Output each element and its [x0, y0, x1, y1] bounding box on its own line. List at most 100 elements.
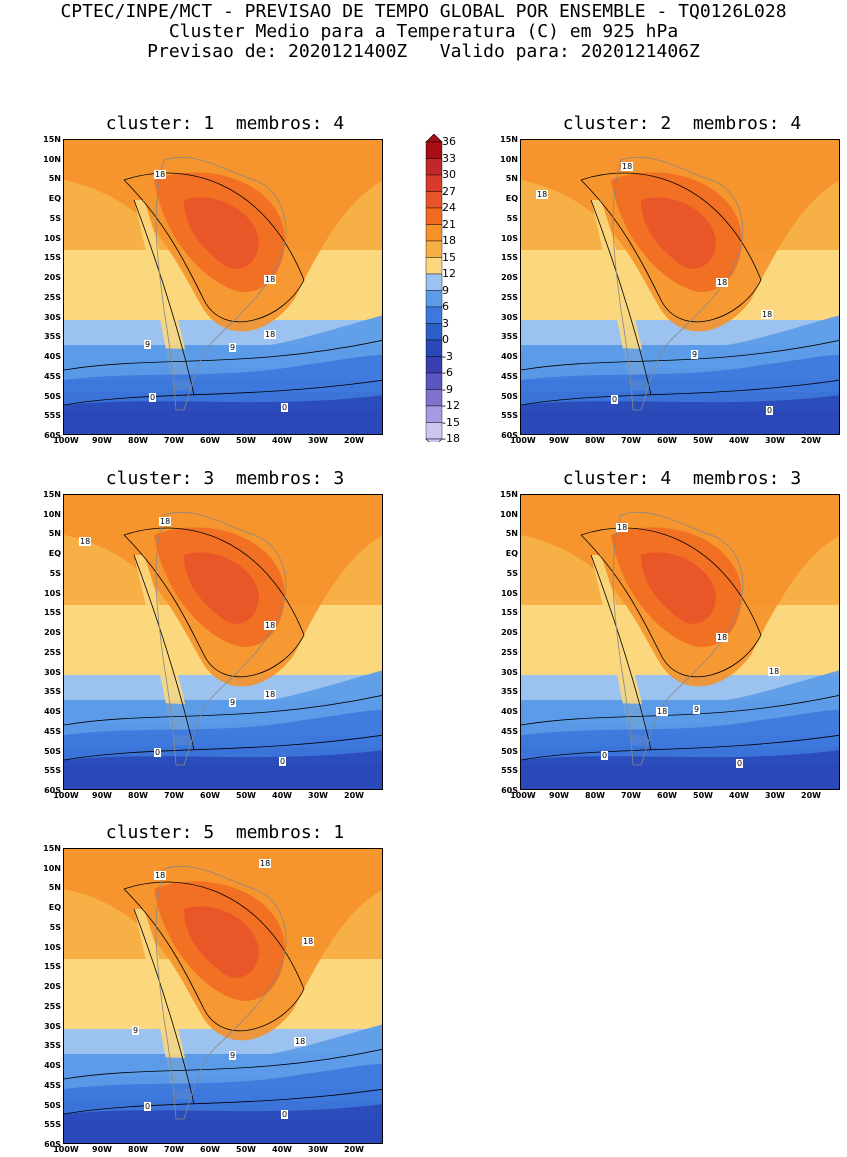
lat-tick-label: 50S — [44, 391, 61, 401]
lon-tick-label: 30W — [765, 436, 785, 445]
contour-label: 18 — [264, 275, 277, 284]
colorbar-label: 33 — [442, 151, 456, 165]
temperature-map — [64, 140, 382, 434]
contour-label: 18 — [716, 633, 729, 642]
lat-tick-label: 15S — [44, 253, 61, 263]
lon-tick-label: 60W — [200, 436, 220, 445]
lon-tick-label: 20W — [344, 436, 364, 445]
lat-tick-label: EQ — [505, 549, 518, 559]
lat-tick-label: 10S — [44, 942, 61, 952]
lat-tick-label: 10S — [501, 233, 518, 243]
lat-tick-label: 25S — [44, 1001, 61, 1011]
lon-tick-label: 100W — [510, 436, 536, 445]
colorbar-top-arrow — [425, 133, 443, 143]
lon-tick-label: 60W — [200, 791, 220, 800]
lat-tick-label: 15N — [43, 490, 61, 499]
colorbar-label: 15 — [442, 250, 456, 264]
panel-title-2: cluster: 2 membros: 4 — [562, 113, 802, 134]
lat-tick-label: 40S — [501, 707, 518, 717]
contour-label: 18 — [79, 537, 92, 546]
lat-tick-label: 60S — [501, 431, 518, 440]
lon-tick-label: 60W — [657, 436, 677, 445]
colorbar-label: 30 — [442, 168, 456, 181]
lat-tick-label: 30S — [501, 667, 518, 677]
lat-tick-label: 60S — [44, 786, 61, 795]
lat-tick-label: 5N — [48, 174, 61, 184]
lon-tick-label: 70W — [621, 791, 641, 800]
lat-tick-label: 15S — [44, 608, 61, 618]
lat-tick-label: 35S — [44, 687, 61, 697]
contour-label: 18 — [259, 859, 272, 868]
lon-tick-label: 70W — [164, 791, 184, 800]
contour-label: 9 — [229, 698, 237, 707]
contour-label: 18 — [154, 871, 167, 880]
lon-tick-label: 30W — [308, 1145, 328, 1154]
lat-tick-label: 50S — [501, 391, 518, 401]
lon-tick-label: 80W — [128, 791, 148, 800]
lon-tick-label: 40W — [272, 436, 292, 445]
lon-tick-label: 20W — [344, 791, 364, 800]
colorbar-label: 21 — [442, 217, 456, 231]
contour-label: 0 — [154, 748, 162, 757]
lat-tick-label: 30S — [44, 312, 61, 322]
colorbar-label: -18 — [442, 432, 460, 445]
lon-tick-label: 40W — [272, 1145, 292, 1154]
lon-tick-label: 100W — [53, 1145, 79, 1154]
lat-tick-label: EQ — [48, 194, 61, 204]
colorbar — [425, 133, 443, 448]
colorbar-bottom-arrow — [425, 438, 443, 448]
contour-label: 18 — [768, 667, 781, 676]
lat-tick-label: 10N — [43, 154, 61, 164]
lon-tick-label: 40W — [272, 791, 292, 800]
map-panel-2: 18 18 18 18 9 0 0 — [520, 139, 840, 435]
contour-label: 0 — [611, 395, 619, 404]
colorbar-label: 18 — [442, 234, 456, 247]
lat-tick-label: 35S — [501, 687, 518, 697]
lat-tick-label: 45S — [44, 371, 61, 381]
lon-tick-label: 70W — [164, 1145, 184, 1154]
lat-tick-label: 10N — [500, 154, 518, 164]
lat-tick-label: 55S — [44, 411, 61, 421]
lat-tick-label: 10S — [44, 588, 61, 598]
lon-tick-label: 50W — [693, 436, 713, 445]
colorbar-swatch — [425, 290, 443, 308]
lon-tick-label: 20W — [801, 436, 821, 445]
contour-label: 18 — [264, 690, 277, 699]
lat-tick-label: 15N — [43, 844, 61, 853]
contour-label: 18 — [621, 162, 634, 171]
lat-tick-label: 45S — [501, 371, 518, 381]
lat-tick-label: 5S — [506, 213, 518, 223]
lat-tick-label: 10S — [501, 588, 518, 598]
lon-tick-label: 30W — [765, 791, 785, 800]
lat-tick-label: 60S — [44, 431, 61, 440]
lat-tick-label: 5S — [49, 568, 61, 578]
lon-tick-label: 100W — [53, 791, 79, 800]
lat-tick-label: 25S — [501, 647, 518, 657]
colorbar-label: -15 — [442, 415, 460, 429]
lat-tick-label: 5N — [505, 529, 518, 539]
lat-tick-label: 25S — [44, 292, 61, 302]
lon-tick-label: 40W — [729, 436, 749, 445]
colorbar-swatch — [425, 224, 443, 242]
lat-tick-label: 45S — [501, 726, 518, 736]
panel-title-5: cluster: 5 membros: 1 — [105, 822, 345, 843]
colorbar-label: 24 — [442, 201, 456, 214]
colorbar-swatch — [425, 158, 443, 176]
lon-tick-label: 40W — [729, 791, 749, 800]
lat-tick-label: 5S — [49, 213, 61, 223]
lon-tick-label: 70W — [621, 436, 641, 445]
header-line-2: Cluster Medio para a Temperatura (C) em … — [168, 21, 679, 42]
lon-tick-label: 100W — [53, 436, 79, 445]
lat-tick-label: 25S — [501, 292, 518, 302]
lon-tick-label: 50W — [236, 1145, 256, 1154]
contour-label: 0 — [281, 1110, 289, 1119]
lat-tick-label: 35S — [501, 332, 518, 342]
lat-tick-label: 35S — [44, 1041, 61, 1051]
colorbar-swatch — [425, 389, 443, 407]
lon-tick-label: 20W — [801, 791, 821, 800]
colorbar-swatch — [425, 422, 443, 440]
contour-label: 0 — [144, 1102, 152, 1111]
map-panel-5: 18 18 18 18 9 9 0 0 — [63, 848, 383, 1144]
contour-label: 18 — [616, 523, 629, 532]
colorbar-label: 3 — [442, 316, 449, 330]
